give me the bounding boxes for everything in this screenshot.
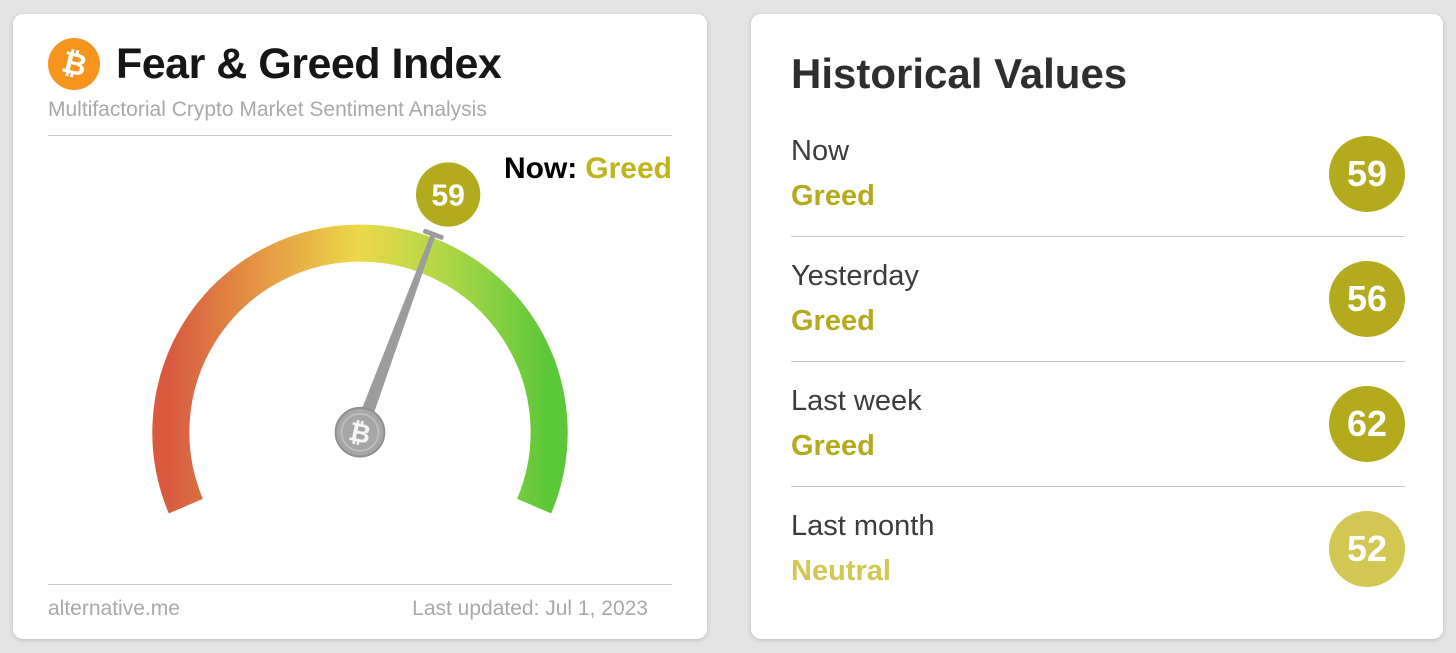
section-title: Historical Values	[791, 50, 1128, 97]
gauge-value-badge: 59	[415, 162, 481, 227]
gauge-chart: ₿ 59	[152, 162, 568, 514]
svg-text:59: 59	[431, 179, 465, 212]
historical-rows: Now Greed 59 Yesterday Greed 56 Last wee…	[791, 112, 1405, 611]
page-title: Fear & Greed Index	[116, 39, 502, 88]
gauge-arc	[152, 224, 568, 514]
row-label: Yesterday	[791, 260, 919, 292]
row-classification: Greed	[791, 305, 875, 337]
last-updated-text: Last updated: Jul 1, 2023	[412, 597, 648, 620]
row-value-badge: 59	[1329, 136, 1405, 212]
row-text: Now Greed	[791, 135, 875, 213]
historical-row: Yesterday Greed 56	[791, 237, 1405, 362]
row-label: Last week	[791, 385, 922, 417]
now-line: Now: Greed	[504, 152, 672, 186]
gauge-area: Now: Greed ₿ 59	[48, 136, 672, 571]
divider-bottom	[48, 584, 672, 585]
card-header: ₿ Fear & Greed Index	[48, 38, 672, 90]
row-text: Last month Neutral	[791, 510, 934, 588]
row-value-badge: 56	[1329, 261, 1405, 337]
fear-greed-index-card: ₿ Fear & Greed Index Multifactorial Cryp…	[13, 14, 707, 639]
row-value-badge: 52	[1329, 511, 1405, 587]
now-classification: Greed	[585, 152, 672, 185]
historical-row: Last month Neutral 52	[791, 487, 1405, 611]
bitcoin-glyph: ₿	[57, 44, 91, 84]
source-link[interactable]: alternative.me	[48, 597, 180, 620]
divider-top	[48, 135, 672, 136]
row-text: Yesterday Greed	[791, 260, 919, 338]
gauge-hub-bitcoin-icon: ₿	[334, 406, 386, 458]
row-text: Last week Greed	[791, 385, 922, 463]
row-label: Now	[791, 135, 850, 167]
historical-row: Now Greed 59	[791, 112, 1405, 237]
now-label: Now:	[503, 152, 578, 185]
historical-row: Last week Greed 62	[791, 362, 1405, 487]
row-classification: Greed	[791, 430, 875, 462]
row-label: Last month	[791, 510, 935, 542]
page-subtitle: Multifactorial Crypto Market Sentiment A…	[48, 98, 487, 121]
row-classification: Greed	[791, 180, 875, 212]
card-footer: alternative.me Last updated: Jul 1, 2023	[48, 585, 672, 625]
row-classification: Neutral	[791, 555, 891, 587]
gauge-needle-icon	[353, 228, 444, 435]
historical-values-card: Historical Values Now Greed 59 Yesterday…	[751, 14, 1443, 639]
row-value-badge: 62	[1329, 386, 1405, 462]
bitcoin-icon: ₿	[48, 38, 100, 90]
